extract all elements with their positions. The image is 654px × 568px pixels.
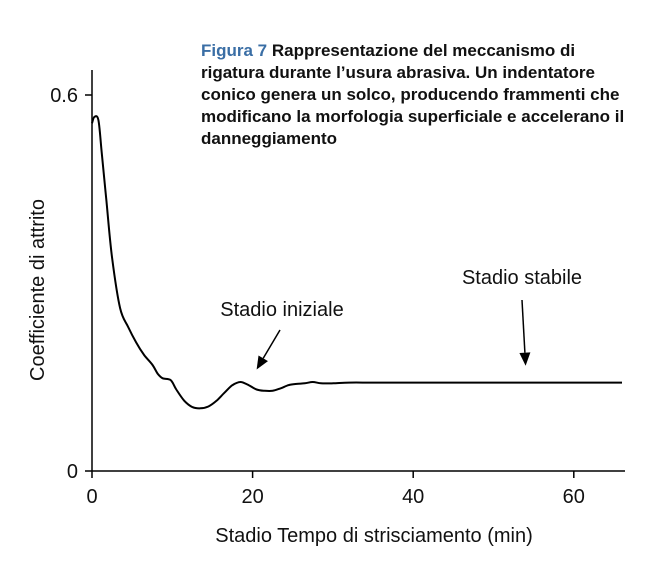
y-tick-label: 0.6 [50, 85, 78, 107]
y-tick-label: 0 [67, 461, 78, 483]
x-tick-label: 0 [86, 486, 97, 508]
axes [91, 70, 625, 472]
annotation-arrow [262, 329, 281, 359]
annotation-arrowhead [519, 352, 531, 366]
annotation-arrow [521, 299, 526, 353]
x-tick-label: 40 [402, 486, 424, 508]
y-axis-label: Coefficiente di attrito [27, 199, 49, 381]
ticks: 0 20 40 60 0 0.6 [50, 85, 585, 508]
annotation-label: Stadio iniziale [220, 299, 343, 321]
figure-caption-text: Rappresentazione del meccanismo di rigat… [201, 41, 625, 148]
figure-label: Figura 7 [201, 41, 268, 60]
annotation-label: Stadio stabile [462, 267, 582, 289]
figure-caption: Figura 7 Rappresentazione del meccanismo… [201, 40, 641, 150]
x-tick-label: 20 [241, 486, 263, 508]
annotations: Stadio iniziale Stadio stabile [220, 267, 582, 370]
series-line [91, 115, 622, 410]
x-tick-label: 60 [563, 486, 585, 508]
x-axis-label: Stadio Tempo di strisciamento (min) [215, 525, 533, 547]
annotation-arrowhead [256, 355, 268, 370]
